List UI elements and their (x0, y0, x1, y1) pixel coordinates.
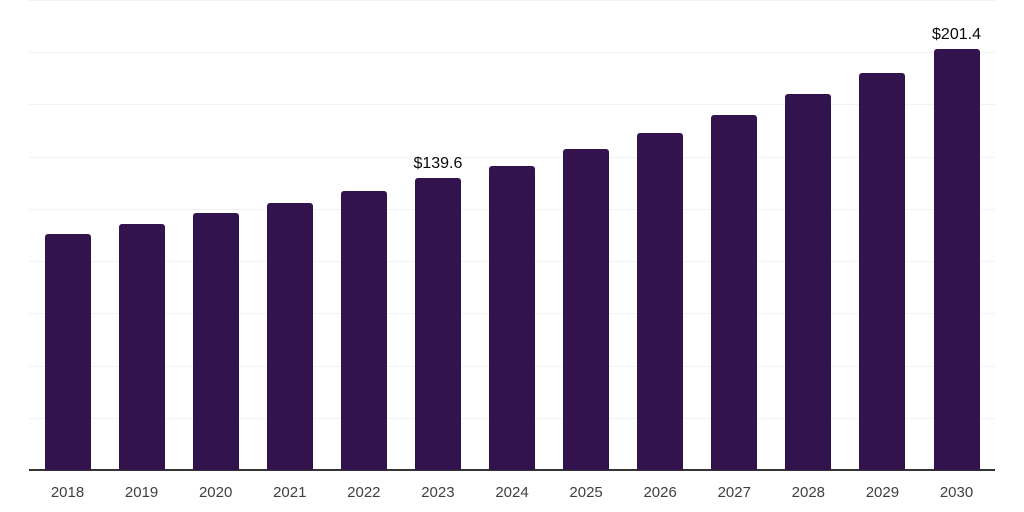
x-tick-label-2025: 2025 (569, 484, 603, 501)
x-tick-label-2024: 2024 (495, 484, 529, 501)
x-axis-labels: 2018 2019 2020 2021 2022 2023 2024 2025 2026 2027… (29, 482, 995, 506)
gridline (29, 52, 995, 54)
x-tick-label-2028: 2028 (791, 484, 826, 501)
bar-2020 (192, 213, 239, 470)
x-tick-label-2020: 2020 (198, 484, 233, 501)
x-tick-label-2026: 2026 (643, 484, 677, 501)
bar-2021 (266, 203, 313, 470)
gridline (29, 0, 995, 1)
bar-2023 (414, 178, 461, 470)
bar-2025 (563, 148, 610, 470)
x-tick-label-2021: 2021 (273, 484, 307, 501)
x-tick-label-2023: 2023 (421, 484, 455, 501)
x-tick-label-2027: 2027 (717, 484, 751, 501)
bar-value-label-2023: $139.6 (413, 155, 463, 173)
gridline (29, 104, 995, 106)
bar-2030 (933, 49, 980, 470)
bar-value-label-2030: $201.4 (932, 26, 981, 44)
bar-2029 (859, 73, 906, 470)
bar-2027 (711, 115, 758, 470)
x-tick-label-2019: 2019 (124, 484, 159, 501)
bar-2022 (340, 190, 387, 470)
bar-2019 (118, 224, 165, 470)
bar-2028 (785, 94, 832, 470)
x-axis-line (29, 469, 995, 471)
x-tick-label-2029: 2029 (865, 484, 900, 501)
bar-2018 (44, 234, 91, 470)
plot-area: $139.6 $201.4 (29, 0, 995, 471)
x-tick-label-2018: 2018 (50, 484, 85, 501)
x-tick-label-2022: 2022 (347, 484, 381, 501)
gridline (29, 156, 995, 158)
bar-2024 (489, 166, 535, 470)
bar-2026 (637, 132, 684, 470)
x-tick-label-2030: 2030 (939, 484, 974, 501)
